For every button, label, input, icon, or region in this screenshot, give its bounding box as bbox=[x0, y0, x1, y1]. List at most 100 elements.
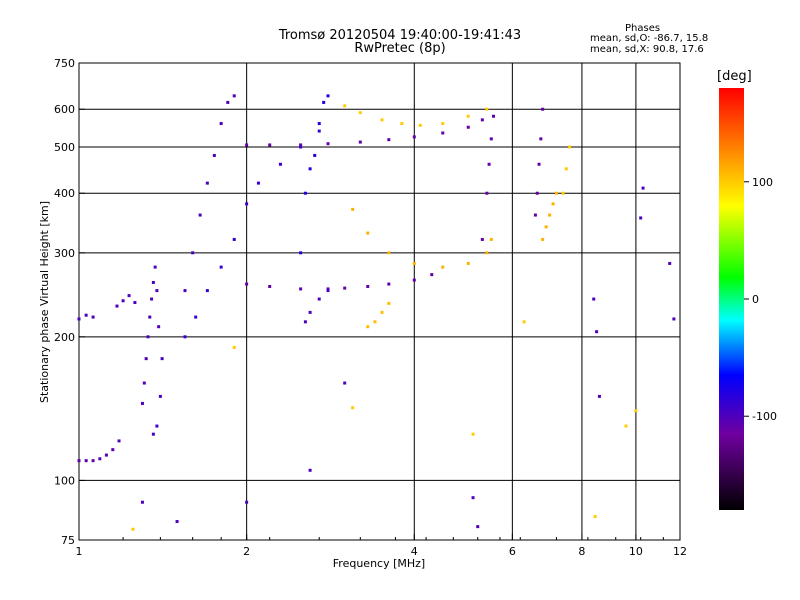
data-point bbox=[303, 191, 307, 195]
data-point bbox=[256, 181, 260, 185]
data-point bbox=[219, 265, 223, 269]
data-point bbox=[245, 202, 249, 206]
data-point bbox=[77, 317, 81, 321]
data-point bbox=[194, 315, 198, 319]
data-point bbox=[326, 287, 330, 291]
data-point bbox=[326, 94, 330, 98]
data-point bbox=[212, 153, 216, 157]
y-tick-label: 100 bbox=[54, 474, 75, 487]
data-point bbox=[160, 357, 164, 361]
data-point bbox=[308, 310, 312, 314]
data-point bbox=[232, 237, 236, 241]
data-point bbox=[466, 261, 470, 265]
data-point bbox=[641, 186, 645, 190]
data-point bbox=[544, 225, 548, 229]
colorbar-tick-label: -100 bbox=[752, 410, 777, 423]
data-point bbox=[539, 137, 543, 141]
data-point bbox=[326, 142, 330, 146]
data-point bbox=[313, 153, 317, 157]
data-point bbox=[387, 301, 391, 305]
data-point bbox=[387, 282, 391, 286]
data-point bbox=[541, 107, 545, 111]
data-point bbox=[308, 468, 312, 472]
x-tick-label: 12 bbox=[673, 545, 687, 558]
y-tick-label: 600 bbox=[54, 103, 75, 116]
data-point bbox=[140, 401, 144, 405]
data-point bbox=[84, 459, 88, 463]
data-point bbox=[593, 515, 597, 519]
colorbar-tick-label: 0 bbox=[752, 293, 759, 306]
colorbar-ticks: 100 0 -100 bbox=[744, 176, 777, 423]
data-point bbox=[117, 439, 121, 443]
colorbar bbox=[719, 88, 744, 510]
data-point bbox=[191, 251, 195, 255]
data-point bbox=[111, 448, 115, 452]
x-tick-label: 2 bbox=[243, 545, 250, 558]
data-point bbox=[140, 500, 144, 504]
data-point bbox=[245, 143, 249, 147]
data-point bbox=[639, 216, 643, 220]
data-point bbox=[198, 213, 202, 217]
data-point bbox=[471, 496, 475, 500]
data-point bbox=[219, 122, 223, 126]
data-point bbox=[480, 237, 484, 241]
data-point bbox=[142, 381, 146, 385]
data-point bbox=[568, 145, 572, 149]
y-tick-label: 750 bbox=[54, 57, 75, 70]
data-point bbox=[358, 140, 362, 144]
data-point bbox=[387, 251, 391, 255]
data-point bbox=[343, 104, 347, 108]
data-point bbox=[672, 317, 676, 321]
data-point bbox=[400, 122, 404, 126]
data-point bbox=[476, 525, 480, 529]
data-point bbox=[299, 145, 303, 149]
data-point bbox=[84, 313, 88, 317]
data-point bbox=[597, 394, 601, 398]
grid-lines bbox=[79, 63, 680, 540]
data-point bbox=[157, 325, 161, 329]
data-point bbox=[592, 297, 596, 301]
y-tick-label: 400 bbox=[54, 187, 75, 200]
x-tick-label: 1 bbox=[76, 545, 83, 558]
data-point bbox=[430, 273, 434, 277]
data-point bbox=[533, 213, 537, 217]
data-point bbox=[183, 289, 187, 293]
data-point bbox=[522, 320, 526, 324]
data-point bbox=[466, 114, 470, 118]
data-point bbox=[146, 335, 150, 339]
data-point bbox=[471, 432, 475, 436]
data-point bbox=[299, 143, 303, 147]
data-point bbox=[412, 278, 416, 282]
data-point bbox=[548, 213, 552, 217]
data-point bbox=[299, 287, 303, 291]
data-point bbox=[91, 459, 95, 463]
chart-title: Tromsø 20120504 19:40:00-19:41:43 bbox=[278, 28, 522, 43]
data-point bbox=[77, 459, 81, 463]
data-point bbox=[551, 202, 555, 206]
data-point bbox=[155, 289, 159, 293]
data-point bbox=[127, 294, 131, 298]
x-tick-label: 6 bbox=[509, 545, 516, 558]
data-point bbox=[326, 289, 330, 293]
y-tick-label: 75 bbox=[61, 534, 75, 547]
colorbar-label: [deg] bbox=[717, 69, 752, 84]
x-tick-label: 10 bbox=[629, 545, 643, 558]
colorbar-tick-label: 100 bbox=[752, 176, 773, 189]
data-point bbox=[317, 129, 321, 133]
data-point bbox=[412, 135, 416, 139]
data-point bbox=[624, 424, 628, 428]
data-point bbox=[343, 381, 347, 385]
data-point bbox=[98, 457, 102, 461]
data-point bbox=[366, 325, 370, 329]
data-point bbox=[104, 453, 108, 457]
y-tick-label: 200 bbox=[54, 331, 75, 344]
data-point bbox=[366, 231, 370, 235]
data-point bbox=[441, 131, 445, 135]
data-point bbox=[380, 118, 384, 122]
data-point bbox=[380, 310, 384, 314]
phases-o-stats: mean, sd,O: -86.7, 15.8 bbox=[590, 33, 709, 44]
x-axis-label: Frequency [MHz] bbox=[333, 557, 425, 570]
data-points bbox=[77, 94, 676, 531]
data-point bbox=[366, 284, 370, 288]
